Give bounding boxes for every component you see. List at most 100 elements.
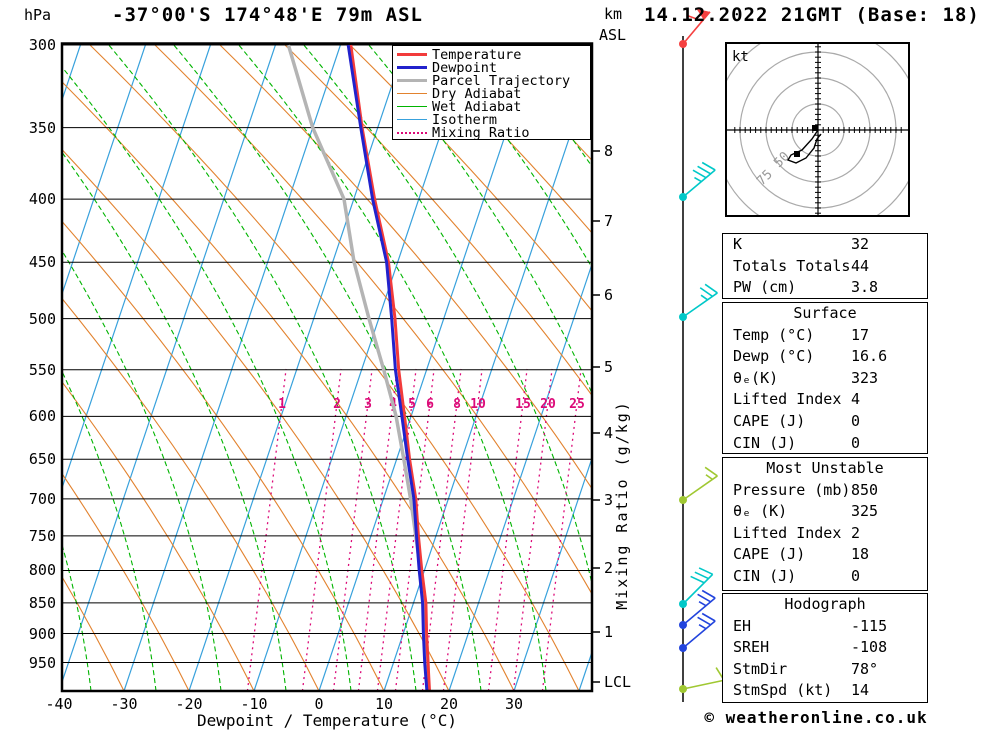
stat-value: 18 [851, 545, 870, 564]
stat-label: Pressure (mb) [733, 480, 851, 499]
temperature-tick-label: 10 [374, 695, 394, 713]
isotherm-line [62, 43, 147, 296]
wind-level-dot [679, 40, 687, 48]
isotherm-line [62, 43, 277, 684]
temperature-tick-label: -10 [240, 695, 268, 713]
pressure-tick-label: 300 [28, 36, 56, 55]
stat-label: CAPE (J) [733, 545, 806, 564]
stat-label: StmSpd (kt) [733, 681, 833, 700]
mixing-ratio-line [357, 368, 398, 691]
mixing-ratio-label: 6 [426, 397, 434, 412]
mixing-ratio-label: 2 [333, 397, 341, 412]
mixing-ratio-label: 20 [540, 397, 556, 412]
stats-row: Dewp (°C) 16.6 [723, 346, 927, 368]
stat-label: θₑ(K) [733, 368, 779, 387]
legend-item-dry-adiabat: Dry Adiabat [393, 85, 590, 102]
legend-line-sample [397, 119, 427, 120]
legend-item-parcel-trajectory: Parcel Trajectory [393, 72, 590, 89]
temperature-tick-label: -20 [175, 695, 203, 713]
datetime-title: 14.12.2022 21GMT (Base: 18) [644, 4, 980, 26]
dewpoint-curve [346, 44, 429, 691]
mixing-ratio-label: 1 [278, 397, 286, 412]
pressure-tick-label: 500 [28, 309, 56, 328]
wind-level-dot [679, 685, 687, 693]
dry-adiabat-line [218, 43, 592, 490]
stat-label: PW (cm) [733, 278, 797, 297]
dry-adiabat-line [62, 148, 450, 691]
pressure-tick-label: 950 [28, 653, 56, 672]
pressure-tick-label: 800 [28, 561, 56, 580]
mixing-ratio-label: 8 [453, 397, 461, 412]
stats-row: Totals Totals 44 [723, 256, 927, 278]
wind-level-dot [679, 621, 687, 629]
barb-full [690, 575, 705, 584]
stats-row: CAPE (J) 0 [723, 411, 927, 433]
dry-adiabat-line [62, 380, 255, 691]
dry-adiabat-line [153, 43, 592, 596]
hodograph-dot [812, 125, 818, 131]
stat-value: 17 [851, 325, 870, 344]
altitude-tick-label: 8 [604, 142, 614, 160]
dry-adiabat-line [62, 297, 320, 691]
mixing-ratio-label: 10 [470, 397, 486, 412]
stat-value: 16.6 [851, 347, 888, 366]
altitude-tick-label: 3 [604, 491, 614, 509]
legend-line-sample [397, 131, 427, 134]
legend-item-mixing-ratio: Mixing Ratio [393, 125, 590, 141]
stat-value: 14 [851, 681, 870, 700]
stat-label: CIN (J) [733, 433, 797, 452]
altitude-tick-label: LCL [604, 673, 632, 691]
wind-barb [679, 8, 711, 48]
stat-value: 325 [851, 502, 879, 521]
legend-line-sample [397, 53, 427, 56]
altitude-tick-label: 1 [604, 623, 614, 641]
legend-label: Wet Adiabat [432, 98, 522, 115]
barb-full [699, 287, 713, 298]
stat-value: 2 [851, 523, 861, 542]
dry-adiabat-line [62, 81, 515, 691]
stat-value: 323 [851, 368, 879, 387]
stats-row: StmSpd (kt) 14 [723, 680, 927, 702]
legend-label: Parcel Trajectory [432, 72, 571, 89]
hodograph-border [725, 42, 910, 217]
stat-label: Temp (°C) [733, 325, 815, 344]
sounding-curves [286, 44, 431, 691]
stat-label: Totals Totals [733, 256, 851, 275]
stat-value: 4 [851, 390, 861, 409]
dry-adiabat-line [62, 472, 190, 691]
mixing-ratio-line [301, 368, 342, 691]
stat-value: -115 [851, 616, 888, 635]
temperature-tick-label: -30 [110, 695, 138, 713]
legend-label: Dry Adiabat [432, 85, 522, 102]
barb-half [698, 601, 707, 607]
barb-full [692, 169, 707, 179]
stat-value: 0 [851, 433, 861, 452]
altitude-tick-label: 6 [604, 286, 614, 304]
wind-barb [679, 466, 718, 504]
wind-level-dot [679, 313, 687, 321]
stat-value: -108 [851, 638, 888, 657]
stat-label: Lifted Index [733, 390, 842, 409]
altitude-axis-unit-km: km [604, 5, 623, 23]
hodograph-ring-label: 75 [754, 167, 776, 189]
temperature-tick-label: -40 [45, 695, 73, 713]
barb-pennant [696, 8, 710, 20]
wind-barb [679, 283, 718, 321]
mixing-ratio-line [376, 368, 417, 691]
barb-half [700, 294, 709, 301]
wind-barb [679, 589, 716, 629]
barb-full [697, 616, 711, 626]
dry-adiabat-line [88, 43, 580, 691]
pressure-tick-label: 450 [28, 253, 56, 272]
wind-barb [679, 567, 714, 608]
altitude-tick-label: 2 [604, 559, 614, 577]
isotherm-line [383, 68, 592, 691]
barb-half [698, 624, 707, 630]
dry-adiabat-line [62, 575, 125, 691]
legend-line-sample [397, 79, 427, 82]
altitude-tick-label: 7 [604, 212, 614, 230]
stat-label: θₑ (K) [733, 502, 788, 521]
mixing-ratio-label: 5 [408, 397, 416, 412]
